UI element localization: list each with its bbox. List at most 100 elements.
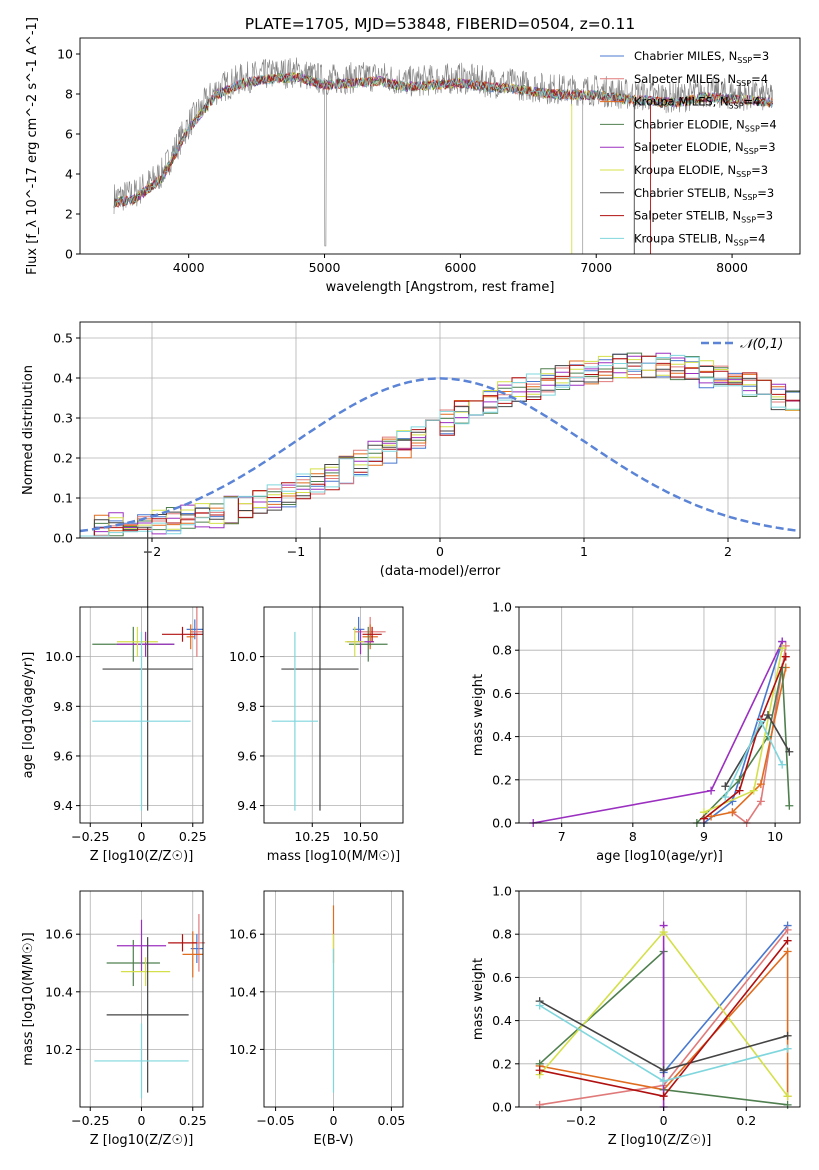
x-axis-label: (data-model)/error xyxy=(380,564,501,579)
y-tick-label: 0.2 xyxy=(53,451,73,466)
y-tick-label: 10.2 xyxy=(45,1042,73,1057)
legend-label-subscript: SSP xyxy=(741,216,756,225)
weight-series xyxy=(535,928,792,1101)
x-tick-label: 8 xyxy=(629,829,637,844)
error-bar-point xyxy=(106,939,160,987)
legend-label-subscript: SSP xyxy=(736,79,751,88)
weight-marker xyxy=(735,786,744,795)
legend-label-count: =4 xyxy=(749,231,766,245)
weight-marker xyxy=(659,1077,668,1086)
y-tick-label: 9.8 xyxy=(53,699,73,714)
y-tick-label: 9.4 xyxy=(237,798,257,813)
legend-label: Kroupa STELIB, NSSP=4 xyxy=(634,231,765,247)
y-tick-label: 0.0 xyxy=(492,816,512,831)
y-tick-label: 0.5 xyxy=(53,331,73,346)
y-axis-label: age [log10(age/yr)] xyxy=(21,652,36,779)
legend-label-count: =3 xyxy=(756,209,773,223)
weight-series xyxy=(699,652,790,823)
residual-histogram xyxy=(80,353,800,538)
error-bar-point xyxy=(186,624,195,650)
legend-label-count: =4 xyxy=(751,72,768,86)
y-tick-label: 0.0 xyxy=(492,1100,512,1115)
error-bar-point xyxy=(116,631,175,657)
x-tick-label: 2 xyxy=(724,544,732,559)
y-tick-label: 1.0 xyxy=(492,884,512,899)
weight-marker xyxy=(785,747,794,756)
weight-marker xyxy=(659,1066,668,1075)
x-tick-label: 0 xyxy=(660,1113,668,1128)
weight-marker xyxy=(781,652,790,661)
legend-label-count: =4 xyxy=(760,117,777,131)
mass-weight-vs-Z-panel: −0.2 0 0.2 0.0 0.2 0.4 0.6 0.8 1.0 Z [log10(Z/Z☉)… xyxy=(471,884,801,1148)
x-tick-label: 0.05 xyxy=(377,1113,405,1128)
weight-line xyxy=(662,925,789,1073)
x-tick-label: 0.25 xyxy=(179,829,207,844)
x-tick-label: 0.25 xyxy=(179,1113,207,1128)
residuals-panel: −2 −1 0 1 2 0.0 0.1 0.2 0.3 0.4 0.5 (data-model)/er… xyxy=(21,321,801,579)
legend-label-subscript: SSP xyxy=(745,124,760,133)
weight-series xyxy=(721,717,787,802)
y-axis-label: mass weight xyxy=(471,958,486,1040)
x-axis-label: E(B-V) xyxy=(313,1133,353,1148)
error-bar-point xyxy=(92,631,191,811)
x-tick-label: 8000 xyxy=(716,260,748,275)
y-tick-label: 9.8 xyxy=(237,699,257,714)
weight-line xyxy=(533,641,783,824)
weight-marker xyxy=(728,808,737,817)
plot-area xyxy=(92,527,203,811)
axes-frame xyxy=(518,606,801,824)
weight-marker xyxy=(707,786,716,795)
residuals-legend: 𝒩(0,1) xyxy=(701,337,783,352)
x-tick-label: −1 xyxy=(287,544,305,559)
weight-marker xyxy=(778,644,787,653)
legend-label: Chabrier MILES, NSSP=3 xyxy=(634,49,769,65)
x-tick-label: 0 xyxy=(330,1113,338,1128)
weight-series xyxy=(721,711,794,791)
plot-area xyxy=(113,57,773,254)
weight-marker xyxy=(659,928,668,937)
weight-marker xyxy=(535,1066,544,1075)
y-tick-label: 10.4 xyxy=(229,984,257,999)
x-axis-label: mass [log10(M/M☉)] xyxy=(267,849,400,864)
x-axis-label: age [log10(age/yr)] xyxy=(596,849,723,864)
weight-marker xyxy=(763,711,772,719)
x-tick-label: 10.50 xyxy=(343,829,379,844)
weight-marker xyxy=(785,801,794,810)
error-bar-point xyxy=(116,919,167,972)
weight-marker xyxy=(721,793,730,802)
weight-marker xyxy=(783,936,792,945)
x-tick-label: −0.25 xyxy=(71,829,109,844)
plot-area xyxy=(535,921,792,1111)
weight-marker xyxy=(756,797,765,806)
x-tick-label: −0.05 xyxy=(256,1113,294,1128)
mass-vs-Z-panel: −0.25 0 0.25 10.2 10.4 10.6 Z [log10(Z/Z☉)] mas… xyxy=(21,890,207,1148)
weight-marker xyxy=(778,760,787,769)
legend-label: Chabrier STELIB, NSSP=3 xyxy=(634,186,774,202)
legend-label-subscript: SSP xyxy=(736,170,751,179)
y-tick-label: 4 xyxy=(65,167,73,182)
error-bar-point xyxy=(106,937,189,1093)
weight-marker xyxy=(783,1100,792,1109)
weight-series xyxy=(535,936,792,1101)
age-vs-Z-panel: −0.25 0 0.25 9.4 9.6 9.8 10.0 Z [log10(Z/Z☉)] ag… xyxy=(21,527,207,864)
weight-marker xyxy=(756,717,765,726)
weight-marker xyxy=(659,1092,668,1101)
legend-label-count: =3 xyxy=(757,186,774,200)
legend-label: Kroupa ELODIE, NSSP=3 xyxy=(634,163,768,179)
weight-marker xyxy=(721,782,730,791)
error-bar-point xyxy=(102,527,193,811)
y-tick-label: 0.0 xyxy=(53,531,73,546)
weight-marker xyxy=(783,925,792,934)
y-tick-label: 6 xyxy=(65,127,73,142)
x-tick-label: 1 xyxy=(580,544,588,559)
spectrum-legend: Chabrier MILES, NSSP=3 Salpeter MILES, NS… xyxy=(600,49,777,247)
y-tick-label: 10.4 xyxy=(45,984,73,999)
x-tick-label: −0.25 xyxy=(71,1113,109,1128)
weight-series xyxy=(535,997,792,1075)
error-bar-point xyxy=(186,619,203,640)
weight-series xyxy=(529,637,787,827)
error-bar-point xyxy=(345,626,365,657)
x-axis-label: Z [log10(Z/Z☉)] xyxy=(90,1133,194,1148)
axes-frame xyxy=(263,606,404,824)
legend-label-subscript: SSP xyxy=(729,102,744,111)
